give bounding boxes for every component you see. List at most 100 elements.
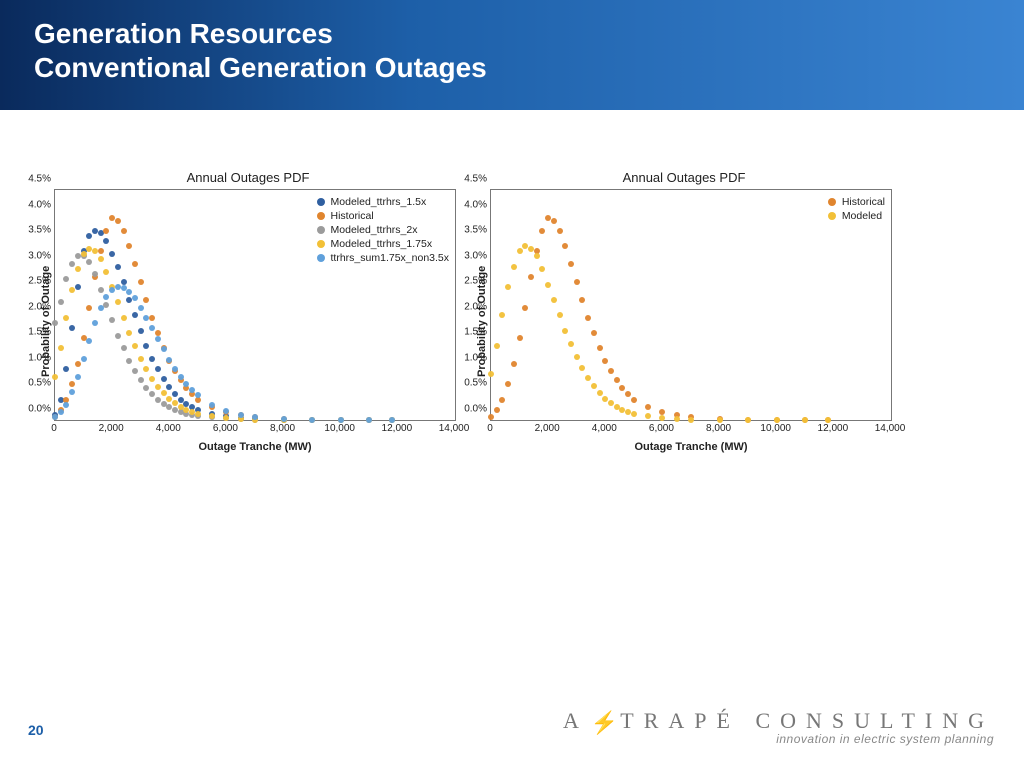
chart-point: [98, 256, 104, 262]
chart-point: [52, 414, 58, 420]
x-tick-label: 10,000: [324, 423, 355, 434]
chart-left: Annual Outages PDF Probability of Outage…: [40, 170, 456, 453]
chart-right-legend: Historical Modeled: [828, 196, 885, 224]
chart-point: [155, 366, 161, 372]
chart-point: [534, 253, 540, 259]
y-tick-label: 3.0%: [447, 250, 487, 261]
chart-point: [517, 248, 523, 254]
chart-point: [488, 371, 494, 377]
chart-point: [166, 384, 172, 390]
y-tick-label: 2.0%: [447, 301, 487, 312]
chart-point: [562, 243, 568, 249]
chart-point: [86, 233, 92, 239]
chart-point: [103, 228, 109, 234]
x-tick-label: 6,000: [649, 423, 674, 434]
chart-point: [138, 356, 144, 362]
chart-point: [103, 302, 109, 308]
chart-right-plot-area: 0.0%0.5%1.0%1.5%2.0%2.5%3.0%3.5%4.0%4.5%…: [490, 189, 892, 421]
chart-point: [69, 325, 75, 331]
chart-point: [63, 315, 69, 321]
chart-point: [579, 297, 585, 303]
chart-point: [98, 248, 104, 254]
chart-point: [172, 391, 178, 397]
chart-point: [209, 413, 215, 419]
chart-point: [149, 391, 155, 397]
chart-point: [143, 366, 149, 372]
chart-point: [138, 305, 144, 311]
chart-point: [69, 287, 75, 293]
chart-point: [488, 414, 494, 420]
y-tick-label: 0.5%: [11, 378, 51, 389]
chart-point: [121, 228, 127, 234]
chart-point: [602, 396, 608, 402]
chart-point: [155, 336, 161, 342]
legend-label: Modeled: [842, 210, 882, 222]
legend-item: Modeled: [828, 210, 885, 222]
chart-point: [494, 343, 500, 349]
chart-point: [195, 411, 201, 417]
chart-point: [172, 366, 178, 372]
chart-point: [557, 312, 563, 318]
chart-point: [132, 343, 138, 349]
chart-point: [109, 251, 115, 257]
chart-point: [614, 377, 620, 383]
y-tick-label: 1.5%: [447, 327, 487, 338]
chart-point: [63, 402, 69, 408]
chart-point: [591, 330, 597, 336]
chart-point: [511, 264, 517, 270]
legend-marker-icon: [317, 198, 325, 206]
chart-point: [619, 385, 625, 391]
chart-point: [209, 402, 215, 408]
x-tick-label: 8,000: [270, 423, 295, 434]
chart-point: [103, 269, 109, 275]
y-tick-label: 0.5%: [447, 378, 487, 389]
x-tick-label: 6,000: [213, 423, 238, 434]
chart-point: [645, 404, 651, 410]
chart-point: [631, 397, 637, 403]
legend-label: Historical: [331, 210, 374, 222]
chart-point: [161, 376, 167, 382]
legend-label: Historical: [842, 196, 885, 208]
chart-point: [58, 345, 64, 351]
chart-left-legend: Modeled_ttrhrs_1.5x Historical Modeled_ttr…: [317, 196, 449, 266]
chart-point: [81, 356, 87, 362]
chart-point: [625, 391, 631, 397]
y-tick-label: 2.5%: [11, 276, 51, 287]
chart-left-plot-area: 0.0%0.5%1.0%1.5%2.0%2.5%3.0%3.5%4.0%4.5%…: [54, 189, 456, 421]
chart-point: [645, 413, 651, 419]
legend-label: Modeled_ttrhrs_2x: [331, 224, 418, 236]
chart-point: [132, 312, 138, 318]
chart-point: [75, 374, 81, 380]
chart-point: [138, 328, 144, 334]
chart-point: [166, 396, 172, 402]
legend-item: Modeled_ttrhrs_1.5x: [317, 196, 449, 208]
x-tick-label: 0: [487, 423, 493, 434]
y-tick-label: 0.0%: [11, 404, 51, 415]
brand-left: A: [563, 708, 589, 733]
chart-point: [126, 289, 132, 295]
chart-right: Annual Outages PDF Probability of Outage…: [476, 170, 892, 453]
legend-item: ttrhrs_sum1.75x_non3.5x: [317, 252, 449, 264]
chart-point: [499, 397, 505, 403]
chart-point: [121, 279, 127, 285]
chart-point: [522, 305, 528, 311]
chart-point: [597, 390, 603, 396]
chart-point: [545, 282, 551, 288]
chart-point: [149, 356, 155, 362]
y-tick-label: 4.0%: [447, 199, 487, 210]
legend-label: Modeled_ttrhrs_1.75x: [331, 238, 433, 250]
chart-point: [574, 279, 580, 285]
chart-point: [166, 357, 172, 363]
x-tick-label: 12,000: [382, 423, 413, 434]
chart-point: [528, 274, 534, 280]
chart-point: [115, 333, 121, 339]
chart-point: [539, 266, 545, 272]
chart-point: [143, 343, 149, 349]
chart-point: [494, 407, 500, 413]
chart-point: [505, 284, 511, 290]
chart-point: [115, 264, 121, 270]
chart-point: [52, 320, 58, 326]
x-tick-label: 4,000: [592, 423, 617, 434]
y-tick-label: 3.5%: [11, 225, 51, 236]
chart-point: [223, 408, 229, 414]
